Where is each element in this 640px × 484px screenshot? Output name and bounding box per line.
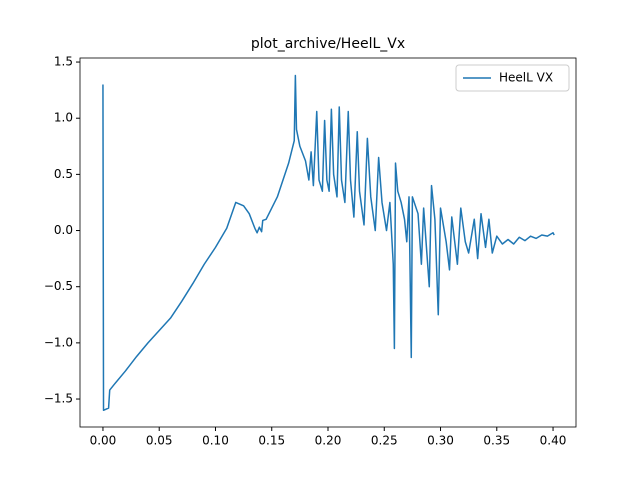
x-tick-label: 0.25 [371, 434, 398, 448]
y-tick-label: −0.5 [44, 279, 73, 293]
y-tick-label: 0.0 [54, 223, 73, 237]
y-tick-label: −1.5 [44, 392, 73, 406]
x-tick-label: 0.20 [315, 434, 342, 448]
x-tick-label: 0.10 [202, 434, 229, 448]
x-tick-label: 0.40 [540, 434, 567, 448]
y-tick-label: 1.0 [54, 111, 73, 125]
y-tick-label: 0.5 [54, 167, 73, 181]
legend-box [455, 64, 570, 92]
axes-frame [79, 57, 577, 428]
x-tick-label: 0.05 [146, 434, 173, 448]
x-tick-label: 0.15 [258, 434, 285, 448]
data-line [102, 74, 555, 412]
y-tick-label: 1.5 [54, 55, 73, 69]
y-tick-label: −1.0 [44, 335, 73, 349]
x-tick-label: 0.00 [90, 434, 117, 448]
x-tick-label: 0.35 [483, 434, 510, 448]
legend-label: HeelL VX [499, 71, 553, 85]
x-tick-label: 0.30 [427, 434, 454, 448]
chart-title: plot_archive/HeelL_Vx [251, 36, 405, 52]
